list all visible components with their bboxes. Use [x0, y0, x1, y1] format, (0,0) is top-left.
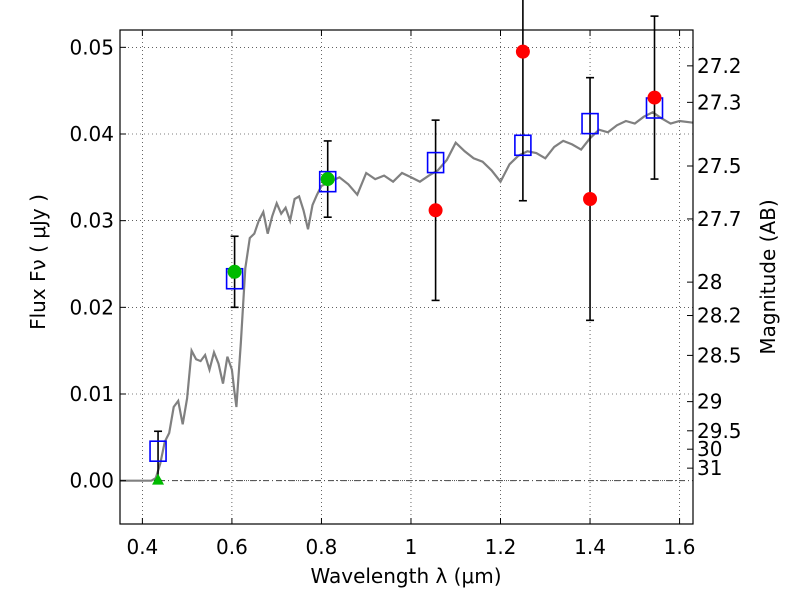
- x-tick-label: 0.6: [216, 535, 248, 559]
- data-markers: [149, 44, 664, 485]
- model-photometry-square: [318, 170, 337, 193]
- plot-frame: [119, 29, 694, 525]
- detection-point: [227, 264, 242, 279]
- magnitude-tick-label: 29: [697, 390, 722, 414]
- y-tick-label: 0.05: [69, 35, 114, 59]
- x-tick-label: 1.2: [485, 535, 517, 559]
- x-tick-label: 1.4: [574, 535, 606, 559]
- y-tick-label: 0.04: [69, 122, 114, 146]
- y-axis-ticks: 0.00 0.01 0.02 0.03 0.04 0.05: [69, 35, 126, 493]
- detection-point: [320, 172, 335, 187]
- magnitude-tick-label: 30: [697, 437, 722, 461]
- upper-limit-triangle: [152, 473, 165, 485]
- nir-point: [428, 203, 443, 218]
- model-photometry-square: [426, 151, 445, 174]
- y-tick-label: 0.01: [69, 382, 114, 406]
- model-photometry-square: [514, 134, 532, 157]
- magnitude-tick-label: 27.2: [697, 54, 742, 78]
- magnitude-tick-label: 28: [697, 270, 722, 294]
- y-tick-label: 0.00: [69, 469, 114, 493]
- magnitude-tick-label: 27.7: [697, 207, 742, 231]
- magnitude-tick-label: 27.3: [697, 90, 742, 114]
- x-axis-ticks: 0.4 0.6 0.8 1 1.2 1.4 1.6: [126, 30, 695, 559]
- nir-point: [583, 192, 598, 206]
- y-tick-label: 0.03: [69, 209, 114, 233]
- x-tick-label: 0.4: [126, 535, 158, 559]
- nir-point: [515, 44, 530, 59]
- magnitude-tick-label: 29.5: [697, 419, 742, 443]
- x-tick-label: 0.8: [306, 535, 338, 559]
- magnitude-axis-label: Magnitude (AB): [756, 199, 780, 354]
- model-photometry-square: [581, 112, 599, 135]
- x-tick-label: 1.6: [664, 535, 696, 559]
- x-axis-label: Wavelength λ (μm): [310, 564, 501, 588]
- magnitude-tick-label: 31: [697, 456, 722, 480]
- grid-lines: [120, 30, 693, 524]
- error-bars: [154, 0, 659, 482]
- y-tick-label: 0.02: [69, 295, 114, 319]
- y-axis-label: Flux Fν ( μJy ): [26, 194, 50, 330]
- nir-point: [647, 90, 662, 105]
- magnitude-tick-label: 27.5: [697, 154, 742, 178]
- model-photometry-square: [149, 440, 167, 463]
- magnitude-tick-label: 28.2: [697, 304, 742, 328]
- spectrum-line: [120, 111, 694, 482]
- magnitude-tick-label: 28.5: [697, 343, 742, 367]
- x-tick-label: 1: [405, 535, 418, 559]
- model-spectrum: [120, 111, 694, 482]
